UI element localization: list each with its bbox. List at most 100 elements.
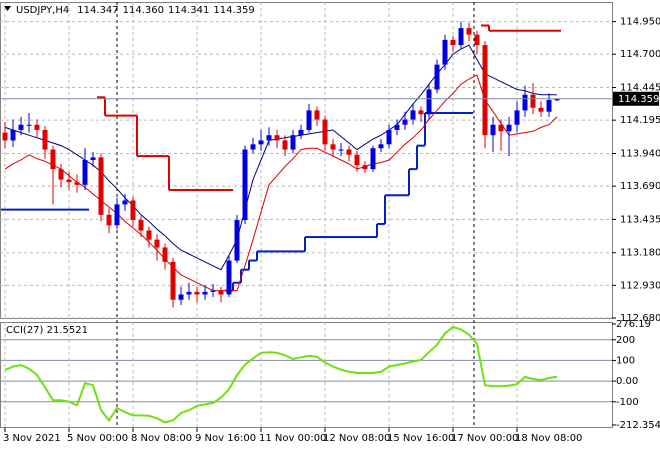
- candle-body: [186, 291, 192, 295]
- candle-body: [114, 204, 120, 226]
- header-value: 114.360: [123, 5, 164, 16]
- candle-body: [434, 64, 440, 90]
- candle-body: [66, 179, 72, 183]
- y-tick-label: 114.950: [620, 17, 660, 28]
- y2-tick-label: 0.00: [616, 376, 638, 387]
- candle-body: [234, 220, 240, 261]
- candle-body: [386, 129, 392, 145]
- y-tick-label: 114.445: [620, 83, 660, 94]
- candle-body: [498, 124, 504, 132]
- candle-body: [34, 124, 40, 130]
- candle-body: [458, 28, 464, 46]
- candle-body: [426, 89, 432, 115]
- candle-body: [258, 140, 264, 145]
- x-tick-label: 18 Nov 08:00: [515, 433, 582, 444]
- candle-body: [26, 124, 32, 126]
- indicator-line: [4, 74, 558, 292]
- price-label-box: [613, 91, 659, 106]
- indicator-line: [4, 44, 557, 271]
- candle-body: [522, 94, 528, 111]
- candle-body: [370, 148, 376, 170]
- header-arrow: [4, 6, 11, 11]
- candle-body: [362, 165, 368, 170]
- candle-body: [394, 124, 400, 130]
- y-tick-label: 113.180: [620, 248, 660, 259]
- candle-body: [2, 132, 8, 141]
- candle-body: [330, 144, 336, 150]
- candle-body: [10, 129, 16, 141]
- candle-body: [418, 110, 424, 115]
- candle-body: [378, 144, 384, 149]
- header-value: 114.359: [213, 5, 254, 16]
- header-value: 114.347: [77, 5, 118, 16]
- candle-body: [346, 149, 352, 155]
- candle-body: [162, 247, 168, 262]
- cci-line: [4, 325, 558, 424]
- candle-body: [202, 291, 208, 295]
- candle-body: [442, 39, 448, 65]
- header-value: 114.341: [168, 5, 209, 16]
- candle-body: [474, 34, 480, 46]
- x-tick-label: 3 Nov 2021: [3, 433, 61, 444]
- candle-body: [514, 110, 520, 125]
- candle-body: [274, 135, 280, 141]
- candle-body: [314, 110, 320, 120]
- y-tick-label: 114.700: [620, 49, 660, 60]
- price-label: 114.359: [618, 94, 659, 105]
- candle-body: [50, 149, 56, 170]
- candle-body: [98, 157, 104, 215]
- y-tick-label: 113.940: [620, 148, 660, 159]
- candle-body: [146, 230, 152, 240]
- candle-body: [138, 220, 144, 231]
- candle-body: [90, 157, 96, 160]
- candle-body: [546, 99, 552, 112]
- candle-body: [58, 169, 64, 180]
- symbol: USDJPY,H4: [16, 5, 69, 16]
- y2-tick-label: 200: [616, 335, 635, 346]
- y2-tick-label: -212.3546: [616, 420, 660, 431]
- candle-body: [106, 214, 112, 226]
- y-tick-label: 112.930: [620, 280, 660, 291]
- candle-body: [402, 119, 408, 125]
- candle-body: [82, 160, 88, 185]
- candle-body: [338, 149, 344, 151]
- indicator-title: CCI(27) 21.5521: [6, 325, 88, 336]
- x-tick-label: 15 Nov 16:00: [387, 433, 454, 444]
- x-tick-label: 17 Nov 00:00: [451, 433, 518, 444]
- x-tick-label: 8 Nov 08:00: [131, 433, 192, 444]
- candle-body: [42, 129, 48, 150]
- y-tick-label: 113.690: [620, 181, 660, 192]
- candle-body: [178, 294, 184, 300]
- candle-body: [226, 260, 232, 295]
- candle-body: [530, 94, 536, 108]
- candle-body: [242, 149, 248, 221]
- x-tick-label: 5 Nov 00:00: [67, 433, 128, 444]
- candle-body: [554, 98, 560, 101]
- candle-body: [122, 200, 128, 205]
- x-tick-label: 11 Nov 00:00: [259, 433, 326, 444]
- x-tick-label: 9 Nov 16:00: [195, 433, 256, 444]
- candle-body: [266, 135, 272, 141]
- candle-body: [410, 110, 416, 120]
- chart-header: USDJPY,H4 114.347 114.360 114.341 114.359: [16, 5, 255, 16]
- candle-body: [298, 129, 304, 136]
- x-tick-label: 12 Nov 08:00: [323, 433, 390, 444]
- candle-body: [218, 290, 224, 295]
- candle-body: [130, 200, 136, 221]
- candle-body: [538, 107, 544, 112]
- candle-body: [250, 144, 256, 150]
- y-tick-label: 114.195: [620, 115, 660, 126]
- y-tick-label: 112.680: [620, 313, 660, 324]
- candle-body: [18, 124, 24, 130]
- candle-body: [290, 135, 296, 150]
- candle-body: [450, 39, 456, 46]
- candle-body: [74, 182, 80, 185]
- candle-body: [506, 124, 512, 132]
- y2-tick-label: -100: [616, 397, 639, 408]
- candle-body: [210, 290, 216, 292]
- candle-body: [490, 124, 496, 136]
- candle-body: [482, 45, 488, 136]
